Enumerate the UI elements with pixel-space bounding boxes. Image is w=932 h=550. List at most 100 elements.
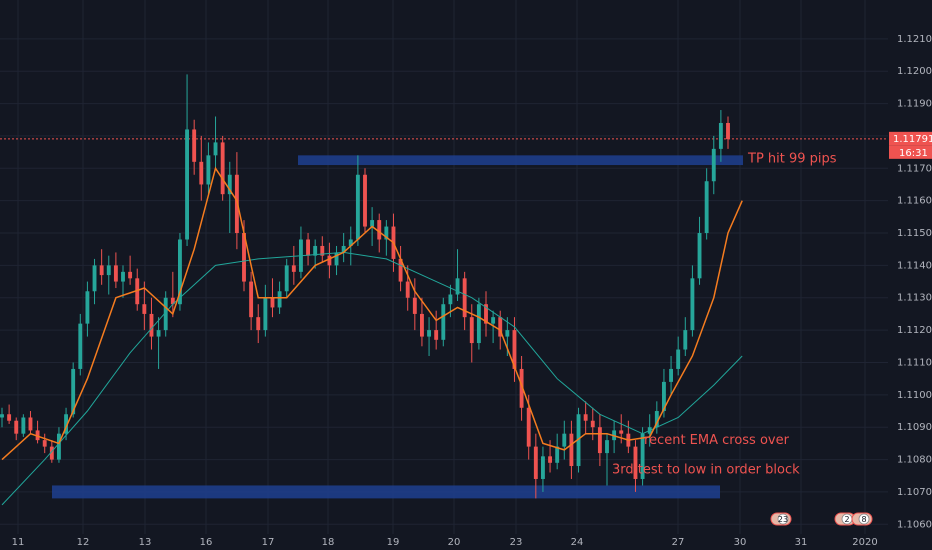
- candle-body: [213, 142, 218, 156]
- candle-body: [583, 414, 588, 421]
- x-tick-label: 30: [734, 537, 747, 548]
- x-tick-label: 24: [571, 537, 584, 548]
- candle-body: [306, 239, 310, 256]
- y-tick-label: 1.12000: [897, 66, 932, 77]
- x-tick-label: 17: [262, 537, 275, 548]
- candle-body: [640, 433, 645, 479]
- candle-body: [718, 122, 723, 149]
- annotation-label: recent EMA cross over: [644, 433, 790, 448]
- candle-body: [320, 245, 325, 256]
- x-tick-label: 27: [672, 537, 685, 548]
- ema-fast-line: [1, 166, 743, 461]
- event-badges[interactable]: 23 2 8: [770, 512, 873, 526]
- y-tick-label: 1.10700: [897, 487, 932, 498]
- event-badge-label: 8: [861, 515, 866, 524]
- last-price-value: 1.11791: [893, 134, 932, 145]
- order-block-zone: [298, 155, 743, 166]
- ema-slow-line: [1, 251, 743, 506]
- candle-body: [434, 330, 439, 340]
- price-tags: 1.11791 16:31: [889, 131, 932, 159]
- annotation-label: TP hit 99 pips: [747, 152, 837, 167]
- time-axis[interactable]: 11 12 13 16 17 18 19 20 23 24 27 30 31 2020: [12, 537, 878, 548]
- event-badge: 23: [770, 512, 792, 526]
- candle-body: [683, 330, 688, 350]
- candle-body: [284, 265, 289, 292]
- candle-body: [313, 245, 318, 256]
- candle-body: [690, 278, 695, 331]
- y-tick-label: 1.11700: [897, 163, 932, 174]
- candle-body: [654, 411, 659, 428]
- candle-body: [541, 456, 545, 479]
- y-tick-label: 1.11400: [897, 260, 932, 271]
- y-tick-label: 1.10800: [897, 455, 932, 466]
- candle-body: [519, 368, 524, 408]
- candle-body: [455, 278, 460, 295]
- x-tick-label: 18: [322, 537, 335, 548]
- candle-body: [49, 446, 54, 460]
- x-tick-label: 31: [795, 537, 808, 548]
- candle-body: [206, 155, 211, 185]
- y-tick-label: 1.11600: [897, 196, 932, 207]
- candle-body: [249, 281, 254, 318]
- candle-body: [462, 278, 467, 318]
- candle-body: [476, 304, 481, 344]
- candle-body: [149, 313, 154, 337]
- candle-body: [28, 417, 33, 431]
- x-tick-label: 2020: [852, 537, 877, 548]
- candle-body: [704, 181, 709, 234]
- candle-body: [327, 255, 332, 266]
- y-tick-label: 1.10600: [897, 519, 932, 530]
- x-tick-label: 11: [12, 537, 25, 548]
- candle-body: [412, 297, 417, 314]
- annotations: TP hit 99 pips recent EMA cross over 3rd t…: [612, 152, 837, 478]
- y-tick-label: 1.11300: [897, 293, 932, 304]
- candle-body: [726, 122, 730, 140]
- candle-body: [398, 258, 403, 282]
- candle-body: [227, 174, 232, 195]
- candle-body: [199, 161, 204, 185]
- event-badge: 8: [851, 512, 873, 526]
- candle-body: [128, 271, 133, 279]
- candle-body: [57, 433, 61, 460]
- candle-body: [85, 291, 90, 324]
- candle-body: [121, 271, 125, 282]
- y-tick-label: 1.11000: [897, 390, 932, 401]
- candle-body: [633, 446, 638, 479]
- candle-body: [405, 281, 410, 298]
- event-badge-dot: [777, 513, 789, 525]
- candle-body: [420, 313, 424, 337]
- candle-body: [71, 368, 76, 415]
- candle-body: [370, 220, 375, 227]
- y-tick-label: 1.11900: [897, 99, 932, 110]
- x-tick-label: 16: [200, 537, 213, 548]
- candle-body: [484, 304, 488, 324]
- candle-body: [0, 414, 4, 418]
- candle-body: [605, 440, 609, 454]
- candle-body: [597, 427, 602, 454]
- candle-body: [676, 349, 681, 369]
- y-tick-label: 1.11500: [897, 228, 932, 239]
- candle-body: [21, 417, 26, 434]
- candle-body: [448, 294, 453, 305]
- candle-body: [590, 420, 595, 428]
- candle-body: [548, 456, 552, 463]
- candle-body: [263, 297, 268, 331]
- x-tick-label: 13: [139, 537, 152, 548]
- candle-body: [135, 278, 140, 305]
- last-price-tag: [889, 131, 932, 146]
- candle-body: [185, 129, 189, 240]
- candle-body: [113, 265, 118, 282]
- candle-body: [78, 323, 83, 369]
- candle-body: [562, 433, 567, 447]
- candle-body: [35, 430, 40, 441]
- candle-body: [334, 252, 339, 266]
- candle-body: [711, 148, 716, 182]
- price-axis[interactable]: 1.121001.120001.119001.118001.117001.116…: [897, 34, 932, 530]
- candle-body: [526, 407, 531, 447]
- candle-body: [441, 304, 446, 340]
- candle-body: [491, 317, 496, 324]
- y-tick-label: 1.12100: [897, 34, 932, 45]
- candle-body: [576, 414, 581, 467]
- event-badge-dot: [858, 513, 870, 525]
